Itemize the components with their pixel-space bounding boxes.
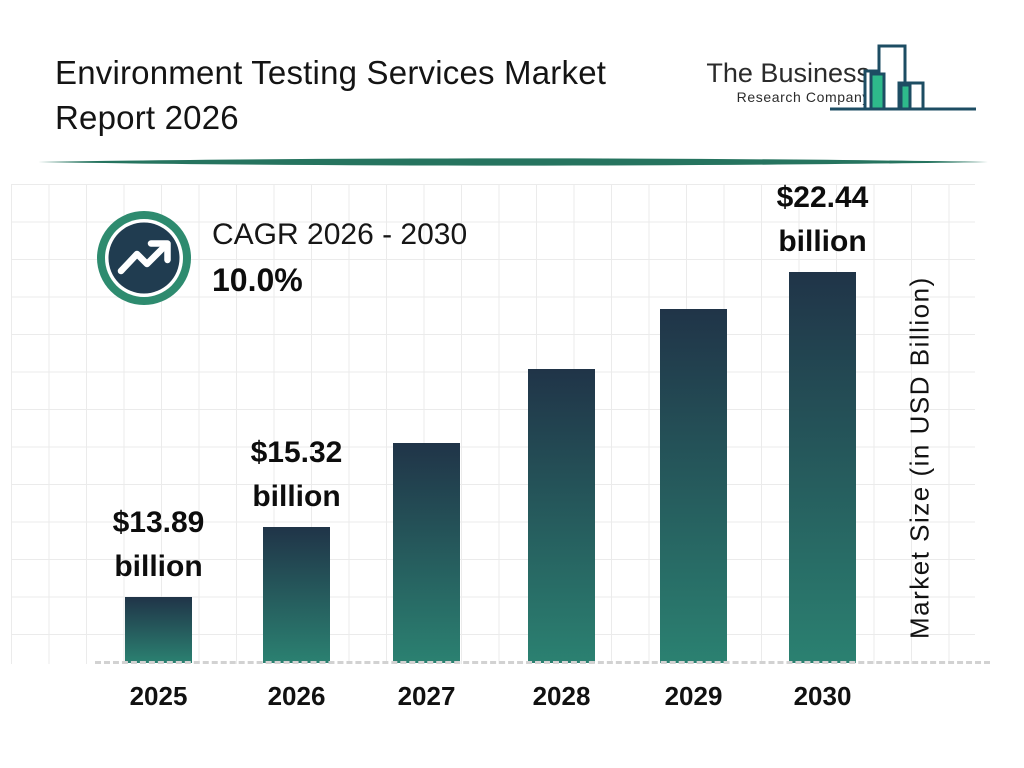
x-axis-label-2025: 2025 — [129, 681, 188, 711]
logo-subtitle: Research Company — [736, 89, 870, 105]
x-axis-label-2026: 2026 — [267, 681, 326, 711]
bar-2027 — [393, 443, 460, 663]
value-label-2030: $22.44 billion — [713, 176, 933, 264]
bar-2026 — [263, 527, 330, 663]
title-divider — [38, 158, 988, 166]
company-logo: The Business Research Company — [700, 58, 870, 106]
bar-2030 — [789, 272, 856, 663]
cagr-period-label: CAGR 2026 - 2030 — [212, 218, 468, 251]
cagr-value: 10.0% — [212, 262, 303, 298]
value-label-2026: $15.32 billion — [187, 431, 407, 519]
page-title: Environment Testing Services Market Repo… — [55, 54, 607, 136]
x-axis-label-2028: 2028 — [532, 681, 591, 711]
value-label-line: $13.89 — [112, 506, 205, 539]
x-axis-label-2027: 2027 — [397, 681, 456, 711]
bar-2028 — [528, 369, 595, 663]
x-axis-label-2029: 2029 — [664, 681, 723, 711]
value-label-line: billion — [778, 225, 867, 258]
x-axis-label-2030: 2030 — [793, 681, 852, 711]
value-label-line: $22.44 — [776, 181, 869, 214]
value-label-2025: $13.89 billion — [49, 501, 269, 589]
y-axis-label: Market Size (in USD Billion) — [904, 276, 935, 640]
trending-up-icon — [97, 211, 191, 305]
value-label-line: $15.32 — [250, 436, 343, 469]
bar-2029 — [660, 309, 727, 663]
value-label-line: billion — [252, 480, 341, 513]
logo-name: The Business — [706, 58, 870, 88]
logo-bars-icon — [830, 44, 976, 111]
value-label-line: billion — [114, 550, 203, 583]
bar-2025 — [125, 597, 192, 663]
chart-baseline — [95, 661, 990, 664]
